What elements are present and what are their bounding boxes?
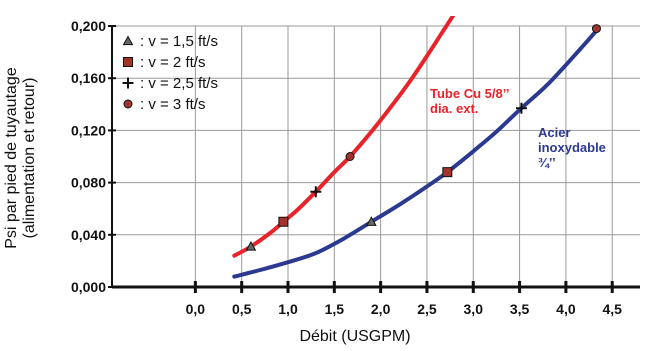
- x-tick-label: 2,0: [371, 301, 391, 317]
- x-tick-label: 0,5: [232, 301, 252, 317]
- y-tick-label: 0,160: [71, 70, 106, 86]
- data-point-triangle: [366, 216, 377, 226]
- x-tick-label: 3,5: [510, 301, 530, 317]
- stainless-steel-annotation-line: Acier: [538, 125, 571, 140]
- legend-label: : v = 2,5 ft/s: [140, 75, 218, 92]
- grid: [112, 25, 640, 287]
- legend-label: : v = 3 ft/s: [140, 96, 205, 113]
- stainless-steel-annotation-line: inoxydable: [538, 140, 606, 155]
- y-tick-label: 0,040: [71, 227, 106, 243]
- legend-marker-square: [123, 57, 133, 67]
- y-ticks: 0,000 0,040 0,080 0,120 0,160 0,200: [71, 18, 106, 295]
- data-point-triangle: [245, 241, 257, 251]
- legend-marker-triangle: [122, 35, 134, 46]
- x-tick-label: 2,5: [417, 301, 437, 317]
- stainless-steel-curve: [232, 26, 601, 279]
- copper-tube-curve: [232, 16, 456, 258]
- axes: [108, 25, 640, 293]
- legend-marker-circle: [123, 99, 133, 109]
- y-axis-label-line1: Psi par pied de tuyautage: [3, 67, 20, 249]
- legend-label: : v = 2 ft/s: [140, 54, 205, 71]
- curves: [232, 16, 601, 279]
- y-tick-label: 0,200: [71, 18, 106, 34]
- legend: : v = 1,5 ft/s : v = 2 ft/s : v = 2,5 ft/s…: [122, 33, 218, 113]
- x-axis-label: Débit (USGPM): [299, 328, 410, 345]
- copper-tube-annotation-line: dia. ext.: [430, 101, 478, 116]
- x-tick-label: 4,5: [602, 301, 622, 317]
- data-point-square: [278, 216, 289, 227]
- legend-marker-plus: [122, 77, 134, 89]
- data-point-circle: [345, 152, 355, 161]
- x-tick-label: 4,0: [556, 301, 576, 317]
- x-tick-label: 1,0: [278, 301, 298, 317]
- data-point-plus: [310, 186, 322, 198]
- markers: [245, 24, 601, 251]
- x-tick-label: 3,0: [464, 301, 484, 317]
- y-tick-label: 0,000: [71, 279, 106, 295]
- data-point-circle: [591, 24, 601, 34]
- y-axis-label-line2: (alimentation et retour): [21, 78, 38, 239]
- x-ticks: 0,0 0,5 1,0 1,5 2,0 2,5 3,0 3,5 4,0 4,5: [186, 301, 623, 317]
- data-point-square: [442, 167, 453, 178]
- legend-label: : v = 1,5 ft/s: [140, 33, 218, 50]
- x-tick-label: 1,5: [325, 301, 345, 317]
- stainless-steel-annotation-line: ¾’’: [538, 155, 556, 170]
- y-tick-label: 0,080: [71, 175, 106, 191]
- x-tick-label: 0,0: [186, 301, 206, 317]
- data-point-plus: [515, 102, 527, 114]
- copper-tube-annotation-line: Tube Cu 5/8’’: [430, 86, 509, 101]
- y-tick-label: 0,120: [71, 122, 106, 138]
